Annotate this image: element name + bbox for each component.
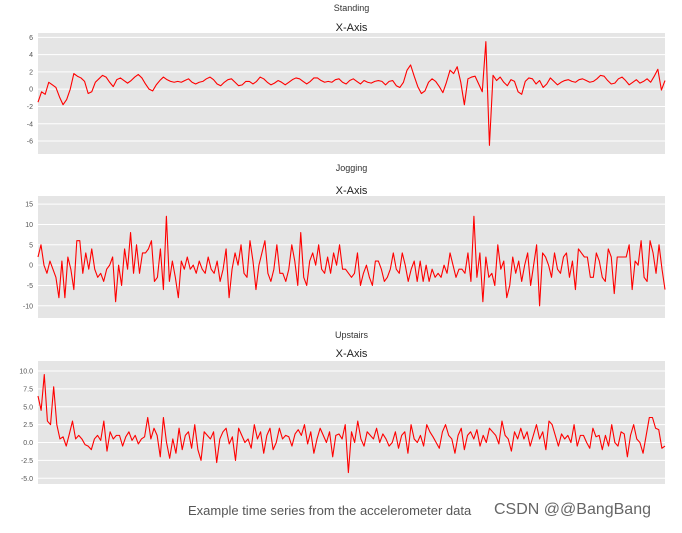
suptitle-upstairs: Upstairs xyxy=(335,330,369,340)
plot-area-upstairs xyxy=(38,361,665,484)
y-tick-label-upstairs: -5.0 xyxy=(21,476,33,483)
y-tick-label-jogging: 0 xyxy=(29,263,33,270)
y-tick-label-jogging: -5 xyxy=(27,283,33,290)
suptitle-standing: Standing xyxy=(334,3,370,13)
y-tick-label-jogging: 15 xyxy=(25,202,33,209)
series-line-jogging xyxy=(37,215,666,307)
y-tick-label-standing: 2 xyxy=(29,69,33,76)
suptitle-jogging: Jogging xyxy=(336,163,368,173)
y-tick-label-standing: 0 xyxy=(29,87,33,94)
y-tick-label-standing: -6 xyxy=(27,139,33,146)
y-tick-label-jogging: 10 xyxy=(25,222,33,229)
series-line-standing xyxy=(37,41,666,146)
plot-area-jogging xyxy=(38,196,665,318)
chart-panel-upstairs: Upstairs X-Axis 10.0 7.5 5.0 2.5 0.0 -2.5 -5.0 xyxy=(19,330,666,484)
y-tick-label-standing: 6 xyxy=(29,35,33,42)
y-tick-label-jogging: 5 xyxy=(29,242,33,249)
y-tick-label-upstairs: 0.0 xyxy=(23,440,33,447)
title-jogging: X-Axis xyxy=(336,185,368,197)
y-tick-label-upstairs: 10.0 xyxy=(19,369,33,376)
y-tick-label-standing: -4 xyxy=(27,121,33,128)
y-tick-label-standing: -2 xyxy=(27,104,33,111)
figure-caption: Example time series from the acceleromet… xyxy=(188,503,472,518)
title-standing: X-Axis xyxy=(336,22,368,34)
y-tick-label-jogging: -10 xyxy=(23,303,33,310)
y-tick-label-upstairs: -2.5 xyxy=(21,458,33,465)
y-tick-label-upstairs: 7.5 xyxy=(23,386,33,393)
y-tick-label-upstairs: 5.0 xyxy=(23,404,33,411)
watermark: CSDN @@BangBang xyxy=(492,501,653,519)
chart-panel-jogging: Jogging X-Axis 15 10 5 0 -5 -10 xyxy=(23,163,666,318)
title-upstairs: X-Axis xyxy=(336,348,368,360)
y-tick-label-standing: 4 xyxy=(29,52,33,59)
series-line-upstairs xyxy=(37,374,666,474)
y-tick-label-upstairs: 2.5 xyxy=(23,422,33,429)
chart-panel-standing: Standing X-Axis 6 4 2 0 -2 -4 -6 xyxy=(27,3,666,154)
plot-area-standing xyxy=(38,33,665,154)
